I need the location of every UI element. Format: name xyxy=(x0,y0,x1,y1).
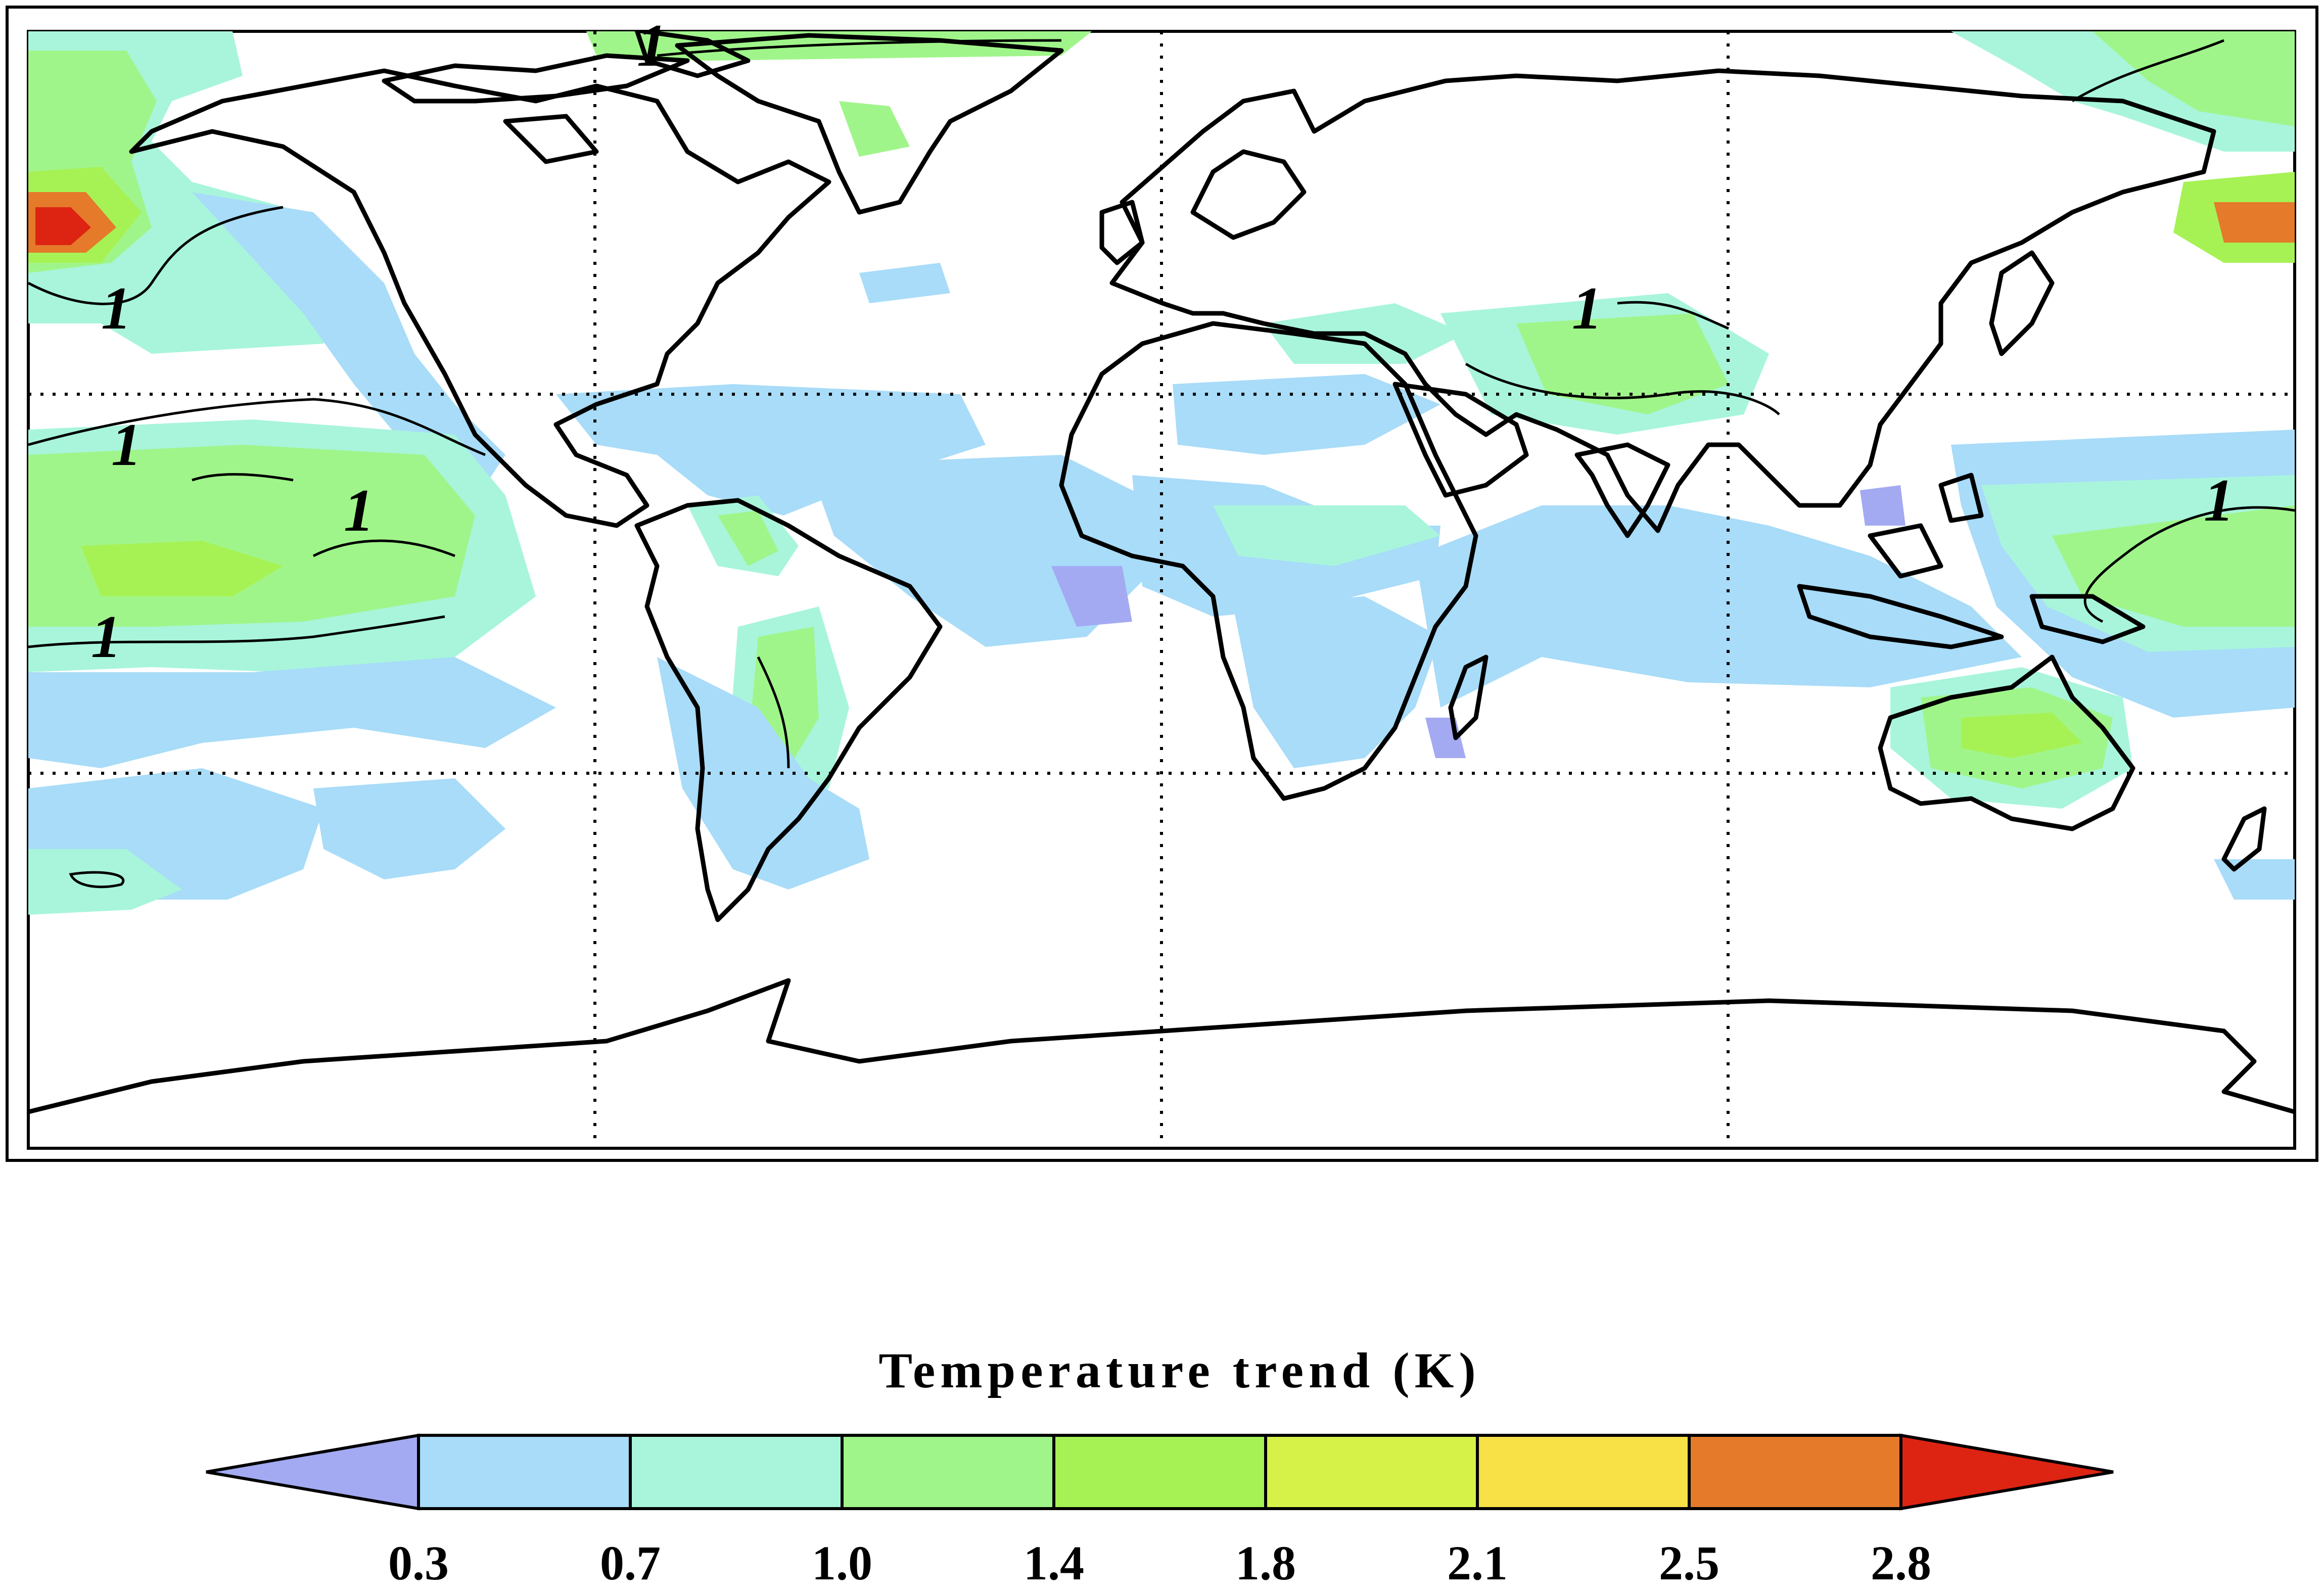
contour-label: 1 xyxy=(101,274,131,342)
coast-antarctica xyxy=(28,978,2295,1114)
coast-new-zealand xyxy=(2221,806,2267,872)
coast-arctic-islands xyxy=(382,31,751,164)
colorbar-ticks: 0.3 0.7 1.0 1.4 1.8 2.1 2.5 2.8 xyxy=(388,1536,1931,1590)
shade-south-pacific-blob xyxy=(28,849,182,915)
colorbar: Temperature trend (K) 0.3 0.7 1.0 1.4 1.8 2.1… xyxy=(206,1342,2114,1590)
shade-gulf-guinea xyxy=(1051,566,1132,627)
contour-label: 1 xyxy=(637,12,667,79)
shade-indonesia-spot xyxy=(1860,485,1905,526)
shade-australia-core xyxy=(1961,713,2082,758)
shade-sahara-north xyxy=(1173,374,1440,455)
contour-label: 1 xyxy=(344,477,374,544)
colorbar-tick-label: 2.5 xyxy=(1659,1536,1719,1590)
colorbar-segment xyxy=(1688,1434,1902,1510)
coast-scandinavia xyxy=(1190,149,1307,240)
contour-caribbean xyxy=(192,473,294,482)
contour-label-group: 1 1 1 1 1 1 1 xyxy=(91,12,2234,670)
shade-central-asia-inner xyxy=(1516,313,1729,414)
shade-west-pacific-inner xyxy=(2052,505,2295,627)
contour-label: 1 xyxy=(91,603,121,670)
colorbar-tick-label: 1.4 xyxy=(1024,1536,1084,1590)
contour-tropical-pacific-mid xyxy=(312,539,455,557)
shade-south-pacific-right xyxy=(313,778,505,879)
hotspot-left-core xyxy=(35,207,91,245)
coast-arabia xyxy=(1392,382,1529,498)
coast-north-america xyxy=(129,68,831,528)
shade-south-atlantic xyxy=(657,657,869,889)
contour-arctic-top xyxy=(657,39,1062,57)
contour-south-america xyxy=(757,656,790,769)
contour-lines xyxy=(28,39,2295,888)
shade-pacific-tropics-left-inner xyxy=(28,445,475,627)
colorbar-tick-label: 2.1 xyxy=(1447,1536,1508,1590)
colorbar-tick-label: 0.7 xyxy=(600,1536,661,1590)
coast-japan xyxy=(1989,250,2055,356)
colorbar-extend-high xyxy=(1899,1433,2114,1511)
colorbar-extend-low xyxy=(206,1433,420,1511)
contour-tropical-pacific-upper xyxy=(28,398,486,456)
map-outer-frame xyxy=(6,6,2318,1162)
contour-central-asia-top xyxy=(1617,301,1729,330)
colorbar-title: Temperature trend (K) xyxy=(878,1342,1480,1398)
coast-new-guinea xyxy=(2029,594,2146,644)
contour-label: 1 xyxy=(1572,274,1602,342)
shade-na-west-coast xyxy=(192,192,505,485)
contour-tropical-pacific-lower xyxy=(28,615,445,648)
graticule xyxy=(28,31,2295,1148)
coast-south-america xyxy=(634,498,943,922)
colorbar-segment xyxy=(841,1434,1055,1510)
contour-north-pacific xyxy=(28,206,284,305)
shade-north-atlantic-east xyxy=(859,263,950,303)
contour-central-asia xyxy=(1465,362,1780,415)
colorbar-tick-label: 1.8 xyxy=(1235,1536,1296,1590)
hotspot-right-ring xyxy=(2214,202,2295,243)
colorbar-segment xyxy=(1264,1434,1479,1510)
shade-indian-ocean xyxy=(1415,505,2022,708)
colorbar-segment xyxy=(629,1434,844,1510)
contour-label: 1 xyxy=(111,411,142,478)
shade-central-africa xyxy=(1213,505,1440,566)
coast-british-isles xyxy=(1099,200,1145,265)
colorbar-tick-label: 1.0 xyxy=(812,1536,872,1590)
coast-madagascar xyxy=(1448,654,1489,740)
contour-south-pacific xyxy=(69,871,125,888)
colorbar-segments xyxy=(206,1433,2114,1511)
contour-northeast-pacific xyxy=(2071,39,2224,103)
shade-greenland-spot xyxy=(839,101,910,157)
shade-pacific-tropics-left-core xyxy=(81,541,283,596)
shade-north-atlantic-top xyxy=(586,31,1092,61)
colorbar-tick-label: 0.3 xyxy=(388,1536,449,1590)
colorbar-segment xyxy=(1052,1434,1267,1510)
coast-india xyxy=(1574,442,1670,538)
coast-africa xyxy=(1059,321,1478,801)
shade-venezuela-inner xyxy=(718,510,778,566)
coast-indonesia xyxy=(1797,473,2004,649)
shade-pacific-south-left xyxy=(28,657,556,768)
contour-label: 1 xyxy=(2204,466,2234,534)
shade-caribbean xyxy=(556,384,986,516)
shaded-field xyxy=(28,31,2295,915)
coast-australia xyxy=(1878,654,2135,831)
coastlines xyxy=(28,31,2295,1114)
colorbar-segment xyxy=(417,1434,632,1510)
shade-east-africa xyxy=(1233,596,1440,768)
shade-ne-pacific-right-inner xyxy=(2093,31,2295,126)
contour-west-pacific xyxy=(2083,506,2295,623)
colorbar-segment xyxy=(1476,1434,1691,1510)
colorbar-tick-label: 2.8 xyxy=(1871,1536,1931,1590)
